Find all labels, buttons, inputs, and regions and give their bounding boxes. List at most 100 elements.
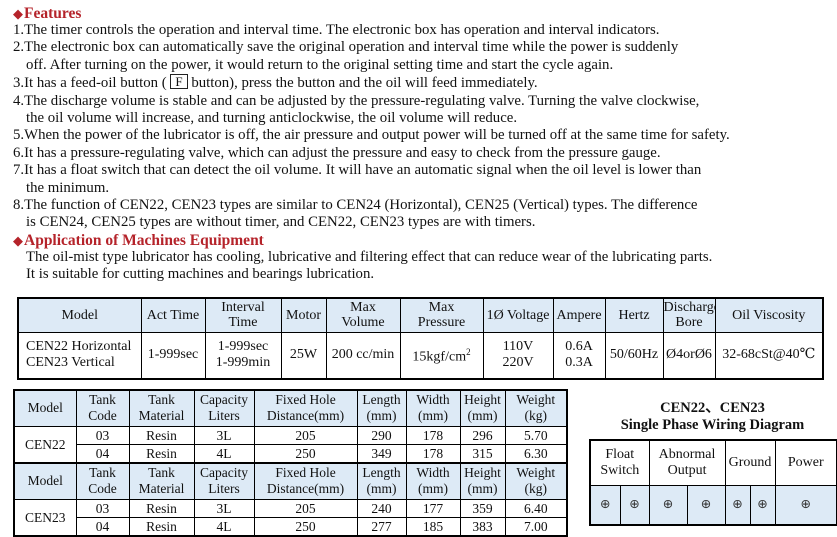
features-heading: ◆Features	[13, 5, 831, 22]
dims-cell: 185	[405, 516, 461, 537]
feature-line: off. After turning on the power, it woul…	[26, 56, 614, 73]
spec-header-oil-viscosity: Oil Viscosity	[714, 297, 824, 333]
dims-cell-model-cen23: CEN23	[13, 498, 77, 537]
spec-cell-ampere: 0.6A 0.3A	[552, 331, 606, 380]
dims-cell: 177	[405, 498, 461, 518]
feature-line: 2.The electronic box can automatically s…	[13, 39, 679, 56]
feature-line: 4.The discharge volume is stable and can…	[13, 92, 700, 109]
dims-header-tank-material: Tank Material	[128, 461, 195, 500]
spec-cell-act-time: 1-999sec	[140, 331, 206, 380]
dims-header-capacity: Capacity Liters	[193, 389, 255, 427]
dims-cell: 277	[356, 516, 407, 537]
feature-line: the oil volume will increase, and turnin…	[26, 110, 518, 127]
application-line: It is suitable for cutting machines and …	[26, 266, 375, 283]
dims-cell: 03	[75, 425, 130, 445]
dims-cell: 3L	[193, 425, 255, 445]
dims-header-tank-code: Tank Code	[75, 389, 130, 427]
dims-header-fixed-hole: Fixed Hole Distance(mm)	[253, 389, 358, 427]
terminal-screw-icon: ⊕	[629, 496, 640, 512]
dims-row-cen22-03: CEN22 03 Resin 3L 205 290 178 296 5.70	[13, 425, 568, 464]
terminal-cell: ⊕	[749, 484, 776, 526]
dims-cell: 03	[75, 498, 130, 518]
spec-cell-max-pressure: 15kgf/cm2	[399, 331, 484, 380]
spec-header-act-time: Act Time	[140, 297, 206, 333]
dims-cell: 6.30	[504, 443, 568, 464]
wiring-diagram-block: CEN22、CEN23 Single Phase Wiring Diagram …	[589, 389, 837, 526]
dims-cell: 4L	[193, 443, 255, 464]
bottom-section: Model Tank Code Tank Material Capacity Lite…	[13, 388, 837, 537]
feature-line: the minimum.	[26, 179, 110, 196]
terminal-screw-icon: ⊕	[662, 496, 674, 512]
dims-header-height: Height (mm)	[459, 461, 506, 500]
wiring-terminal-row: ⊕ ⊕ ⊕ ⊕ ⊕ ⊕ ⊕	[589, 484, 837, 526]
application-text: The oil-mist type lubricator has cooling…	[13, 249, 831, 284]
spec-header-ampere: Ampere	[552, 297, 606, 333]
dims-cell: 178	[405, 425, 461, 445]
dims-cell: 4L	[193, 516, 255, 537]
dims-header-width: Width (mm)	[405, 461, 461, 500]
terminal-cell: ⊕	[686, 484, 726, 526]
dims-cell: 383	[459, 516, 506, 537]
terminal-cell: ⊕	[619, 484, 650, 526]
features-list: 1.The timer controls the operation and i…	[13, 22, 831, 232]
dims-cell: Resin	[128, 443, 195, 464]
wiring-header-abnormal-output: Abnormal Output	[648, 439, 726, 486]
dims-header-model: Model	[13, 389, 77, 427]
wiring-table: Float Switch Abnormal Output Ground Power …	[589, 438, 837, 526]
feature-line: 3.It has a feed-oil button ( F button), …	[13, 74, 831, 92]
application-heading-label: Application of Machines Equipment	[24, 231, 264, 249]
spec-cell-hertz: 50/60Hz	[604, 331, 664, 380]
feature-text-post: button), press the button and the oil wi…	[187, 75, 538, 92]
spec-cell-max-volume: 200 cc/min	[325, 331, 401, 380]
spec-header-interval-time: Interval Time	[204, 297, 282, 333]
spec-table: Model Act Time Interval Time Motor Max Vol…	[17, 296, 824, 380]
feed-oil-button-glyph: F	[170, 74, 188, 90]
spec-header-row: Model Act Time Interval Time Motor Max Vol…	[17, 297, 824, 333]
dims-cell: 5.70	[504, 425, 568, 445]
dims-cell: 290	[356, 425, 407, 445]
feature-line: 7.It has a float switch that can detect …	[13, 162, 702, 179]
dims-cell: 315	[459, 443, 506, 464]
dims-cell: 359	[459, 498, 506, 518]
terminal-screw-icon: ⊕	[800, 496, 812, 512]
dims-header-weight: Weight (kg)	[504, 461, 568, 500]
spec-header-hertz: Hertz	[604, 297, 664, 333]
features-heading-label: Features	[24, 5, 82, 22]
dims-header-length: Length (mm)	[356, 389, 407, 427]
dims-row-cen23-03: CEN23 03 Resin 3L 205 240 177 359 6.40	[13, 498, 568, 537]
terminal-cell: ⊕	[589, 484, 621, 526]
feature-text-pre: 3.It has a feed-oil button (	[13, 75, 171, 92]
spec-header-motor: Motor	[280, 297, 327, 333]
spec-cell-discharge-bore: Ø4orØ6	[662, 331, 716, 380]
dims-cell: 250	[253, 443, 358, 464]
feature-line: 5.When the power of the lubricator is of…	[13, 127, 730, 144]
dims-header-row: Model Tank Code Tank Material Capacity Lite…	[13, 461, 568, 500]
spec-header-voltage: 1Ø Voltage	[482, 297, 554, 333]
application-heading: ◆Application of Machines Equipment	[13, 232, 831, 249]
terminal-cell: ⊕	[648, 484, 688, 526]
dims-header-tank-material: Tank Material	[128, 389, 195, 427]
wiring-title: CEN22、CEN23 Single Phase Wiring Diagram	[589, 400, 836, 434]
wiring-header-ground: Ground	[724, 439, 776, 486]
wiring-title-models: CEN22、CEN23	[660, 399, 765, 416]
dims-header-height: Height (mm)	[459, 389, 506, 427]
terminal-screw-icon: ⊕	[700, 496, 712, 512]
spec-header-discharge-bore: Discharge Bore	[662, 297, 716, 333]
application-line: The oil-mist type lubricator has cooling…	[26, 248, 713, 265]
dims-cell: 7.00	[504, 516, 568, 537]
dims-cell: 6.40	[504, 498, 568, 518]
terminal-cell: ⊕	[774, 484, 837, 526]
terminal-screw-icon: ⊕	[757, 496, 768, 512]
dims-cell-model-cen22: CEN22	[13, 425, 77, 464]
dims-cell: Resin	[128, 425, 195, 445]
wiring-header-power: Power	[774, 439, 837, 486]
wiring-title-subtitle: Single Phase Wiring Diagram	[620, 416, 805, 433]
terminal-cell: ⊕	[724, 484, 751, 526]
dims-header-capacity: Capacity Liters	[193, 461, 255, 500]
feature-line: is CEN24, CEN25 types are without timer,…	[26, 214, 536, 231]
spec-cell-interval: 1-999sec 1-999min	[204, 331, 282, 380]
terminal-screw-icon: ⊕	[600, 496, 611, 512]
dims-cell: 205	[253, 425, 358, 445]
terminal-screw-icon: ⊕	[732, 496, 743, 512]
